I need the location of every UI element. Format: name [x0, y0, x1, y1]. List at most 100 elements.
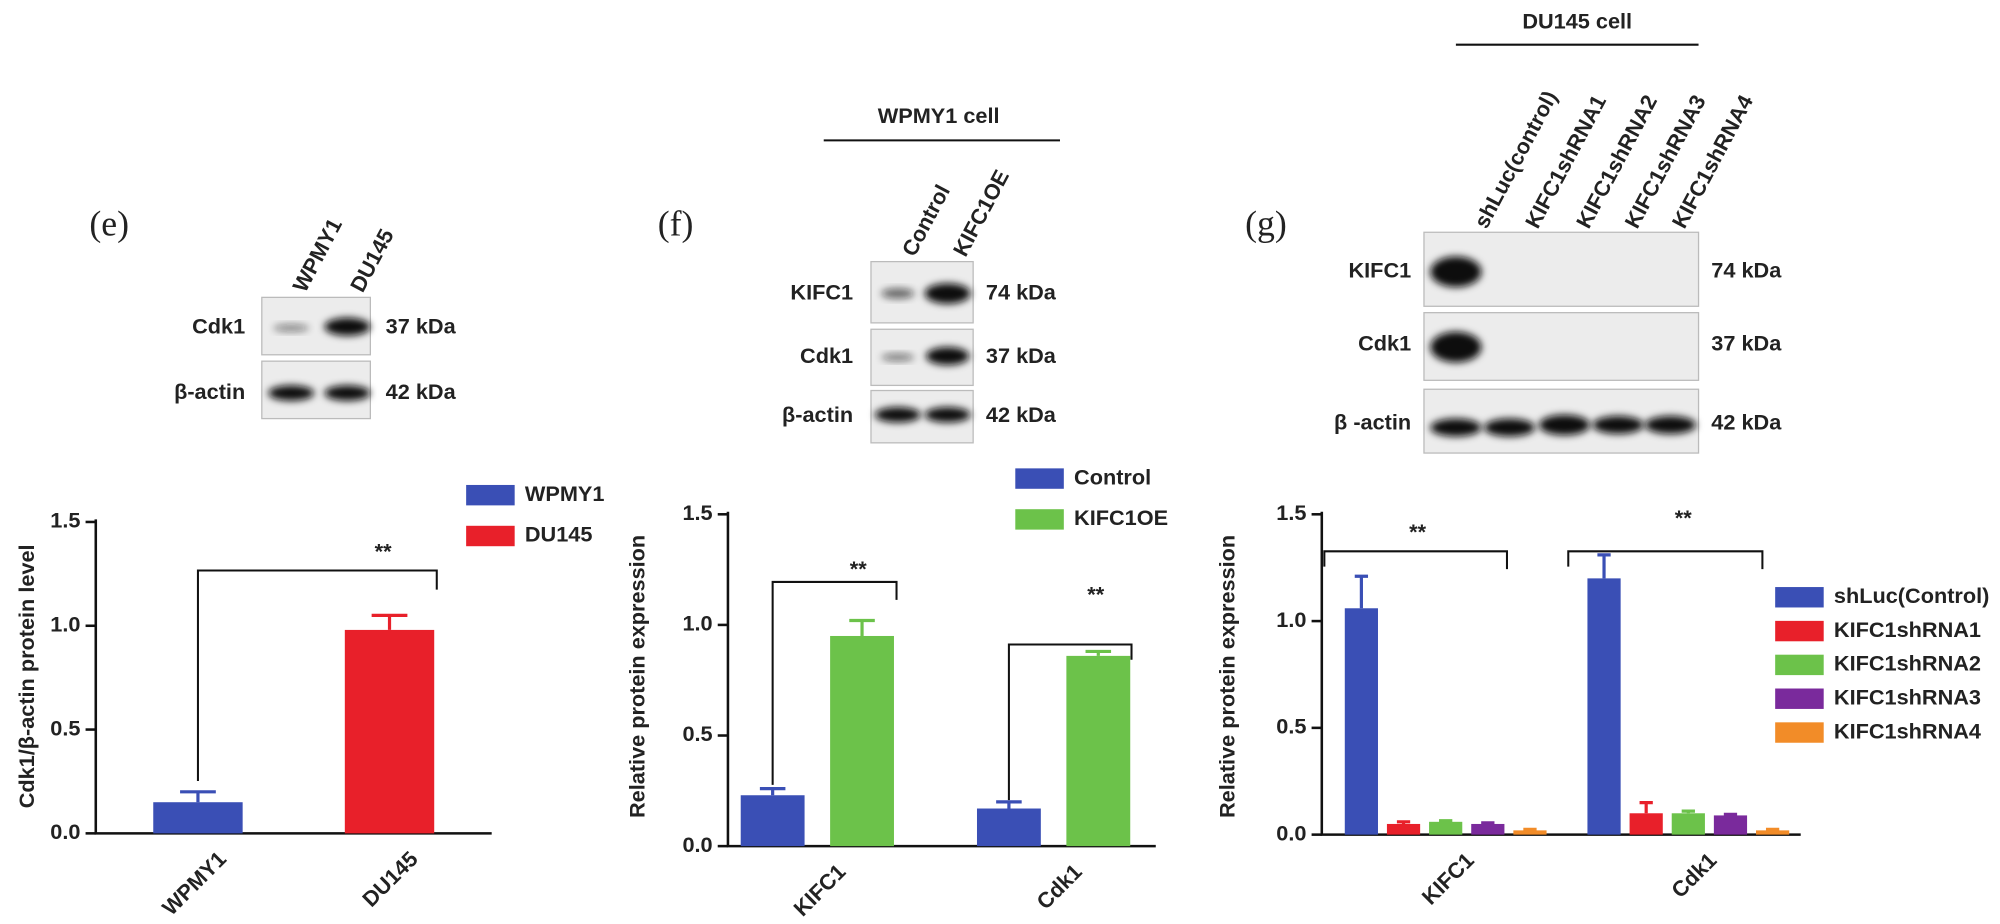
- size-label: 37 kDa: [1711, 330, 1782, 355]
- bar: [1629, 813, 1663, 835]
- y-tick-label: 1.5: [50, 508, 80, 533]
- significance-bracket: [196, 569, 438, 782]
- x-tick-label: Cdk1: [1032, 859, 1087, 914]
- bar: [740, 795, 805, 847]
- lane-label: WPMY1: [288, 214, 347, 296]
- bar: [153, 802, 243, 834]
- y-tick-label: 1.5: [682, 500, 712, 525]
- legend-swatch: [1775, 620, 1824, 642]
- y-tick-label: 1.0: [50, 612, 80, 637]
- bar: [1671, 813, 1705, 835]
- lane-label: KIFC1OE: [948, 166, 1014, 261]
- protein-label: Cdk1: [800, 343, 853, 368]
- bar: [344, 629, 435, 834]
- significance-label: **: [375, 538, 392, 563]
- error-bar: [759, 787, 786, 796]
- protein-label: β-actin: [174, 379, 245, 404]
- band: [924, 407, 971, 423]
- legend-swatch: [466, 484, 515, 506]
- significance-label: **: [1675, 505, 1692, 530]
- y-tick-label: 0.5: [682, 721, 712, 746]
- protein-label: β-actin: [782, 402, 853, 427]
- band: [925, 347, 970, 365]
- y-axis-label: Relative protein expression: [1214, 535, 1239, 818]
- legend-swatch: [1775, 654, 1824, 676]
- protein-label: Cdk1: [192, 314, 245, 339]
- significance-bracket: [1007, 643, 1133, 801]
- y-axis-label: Cdk1/β-actin protein level: [14, 544, 39, 808]
- y-tick-label: 1.5: [1276, 500, 1306, 525]
- size-label: 74 kDa: [1711, 258, 1782, 283]
- y-tick-label: 0.0: [50, 819, 80, 844]
- bar: [1066, 655, 1131, 847]
- legend-swatch: [1775, 722, 1824, 743]
- x-tick-label: Cdk1: [1666, 848, 1721, 903]
- error-bar: [1723, 812, 1738, 816]
- legend-swatch: [1775, 688, 1824, 709]
- band: [874, 407, 921, 423]
- bar: [1429, 821, 1463, 835]
- band: [324, 317, 371, 336]
- bar: [1713, 815, 1748, 835]
- bar: [1471, 823, 1505, 835]
- significance-label: **: [1409, 519, 1426, 544]
- legend-swatch: [1775, 587, 1824, 608]
- bar: [1386, 823, 1421, 835]
- band: [273, 324, 310, 332]
- cell-header: DU145 cell: [1522, 9, 1632, 34]
- significance-label: **: [850, 556, 867, 581]
- legend-label: KIFC1shRNA1: [1834, 617, 1981, 642]
- protein-label: β -actin: [1334, 409, 1411, 434]
- error-bar: [1439, 819, 1453, 823]
- lane-label: Control: [897, 180, 955, 260]
- error-bar: [849, 618, 875, 636]
- y-tick-label: 0.0: [1276, 820, 1306, 845]
- legend-label: DU145: [525, 522, 593, 547]
- size-label: 74 kDa: [986, 279, 1057, 304]
- legend-label: shLuc(Control): [1834, 583, 1989, 608]
- cell-header: WPMY1 cell: [878, 103, 1000, 128]
- legend-label: WPMY1: [525, 481, 605, 506]
- error-bar: [1681, 809, 1695, 814]
- band: [268, 385, 315, 401]
- bar: [1587, 578, 1621, 835]
- y-tick-label: 0.5: [1276, 714, 1306, 739]
- x-tick-label: WPMY1: [157, 846, 231, 920]
- band: [1430, 331, 1482, 363]
- legend-swatch: [466, 525, 515, 547]
- band: [1538, 414, 1590, 436]
- panel-label: (g): [1245, 203, 1287, 243]
- band: [1430, 256, 1482, 288]
- bar: [976, 808, 1041, 847]
- y-tick-label: 0.5: [50, 715, 80, 740]
- legend-label: Control: [1074, 464, 1151, 489]
- band: [1592, 416, 1644, 434]
- panel-label: (f): [658, 203, 694, 243]
- legend-label: KIFC1OE: [1074, 505, 1168, 530]
- y-axis-label: Relative protein expression: [624, 535, 649, 818]
- error-bar: [180, 790, 216, 803]
- size-label: 42 kDa: [386, 379, 457, 404]
- band: [1483, 418, 1536, 437]
- axes: [1320, 511, 1801, 836]
- significance-bracket: [771, 580, 898, 785]
- x-tick-label: KIFC1: [788, 859, 850, 921]
- bar: [1756, 830, 1790, 835]
- significance-bracket: [1323, 550, 1508, 570]
- band: [881, 288, 915, 299]
- error-bar: [1085, 649, 1112, 656]
- band: [324, 385, 371, 401]
- lane-label: DU145: [345, 225, 399, 296]
- legend-swatch: [1015, 468, 1064, 489]
- band: [924, 283, 971, 304]
- error-bar: [1523, 827, 1537, 831]
- bar: [1344, 608, 1378, 835]
- x-tick-label: DU145: [357, 846, 422, 911]
- size-label: 42 kDa: [1711, 409, 1782, 434]
- legend-label: KIFC1shRNA4: [1834, 718, 1981, 743]
- y-tick-label: 0.0: [682, 832, 712, 857]
- error-bar: [371, 613, 408, 630]
- error-bar: [1597, 553, 1611, 579]
